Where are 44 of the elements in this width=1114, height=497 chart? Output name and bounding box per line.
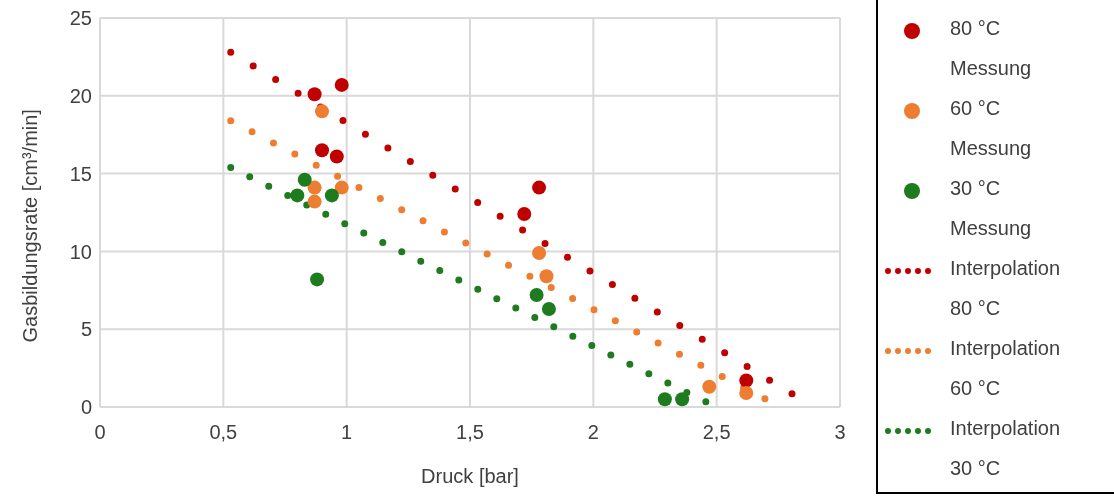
point <box>539 269 554 284</box>
point <box>315 143 329 158</box>
point <box>657 392 672 407</box>
legend-label: Interpolation 60 °C <box>950 336 1062 401</box>
point <box>532 180 547 195</box>
y-axis-title: Gasbildungsrate [cm³/min] <box>19 109 42 343</box>
x-tick-label: 1 <box>341 421 353 444</box>
point <box>334 77 349 92</box>
y-tick-label: 5 <box>80 318 92 341</box>
x-tick-label: 2,5 <box>702 421 731 444</box>
point <box>739 386 754 400</box>
point <box>310 272 325 287</box>
point <box>517 207 532 222</box>
point <box>329 149 344 164</box>
point <box>702 379 717 394</box>
y-tick-label: 0 <box>80 396 92 419</box>
point <box>532 245 547 260</box>
y-tick-label: 25 <box>69 7 92 30</box>
x-tick-label: 0,5 <box>209 421 238 444</box>
point <box>315 104 329 119</box>
point <box>739 373 754 388</box>
legend-label: 30 °C Messung <box>950 176 1033 241</box>
point <box>324 188 339 203</box>
y-tick-label: 10 <box>69 240 92 263</box>
point <box>307 180 322 195</box>
point <box>297 172 312 187</box>
y-tick-label: 15 <box>69 162 92 185</box>
point <box>290 188 305 203</box>
point <box>675 392 690 407</box>
legend-label: 60 °C Messung <box>950 96 1033 161</box>
y-tick-label: 20 <box>69 84 92 107</box>
x-tick-label: 2 <box>587 421 599 444</box>
legend-label: Interpolation 30 °C <box>950 416 1062 481</box>
point <box>307 87 322 102</box>
x-tick-label: 0 <box>94 421 106 444</box>
x-tick-label: 3 <box>834 421 846 444</box>
legend-label: Interpolation 80 °C <box>950 256 1062 321</box>
point <box>529 287 544 302</box>
legend-label: 80 °C Messung <box>950 16 1033 81</box>
point <box>307 194 322 209</box>
x-axis-title: Druck [bar] <box>421 465 519 487</box>
point <box>334 180 349 195</box>
x-tick-label: 1,5 <box>456 421 484 444</box>
point <box>541 301 556 316</box>
